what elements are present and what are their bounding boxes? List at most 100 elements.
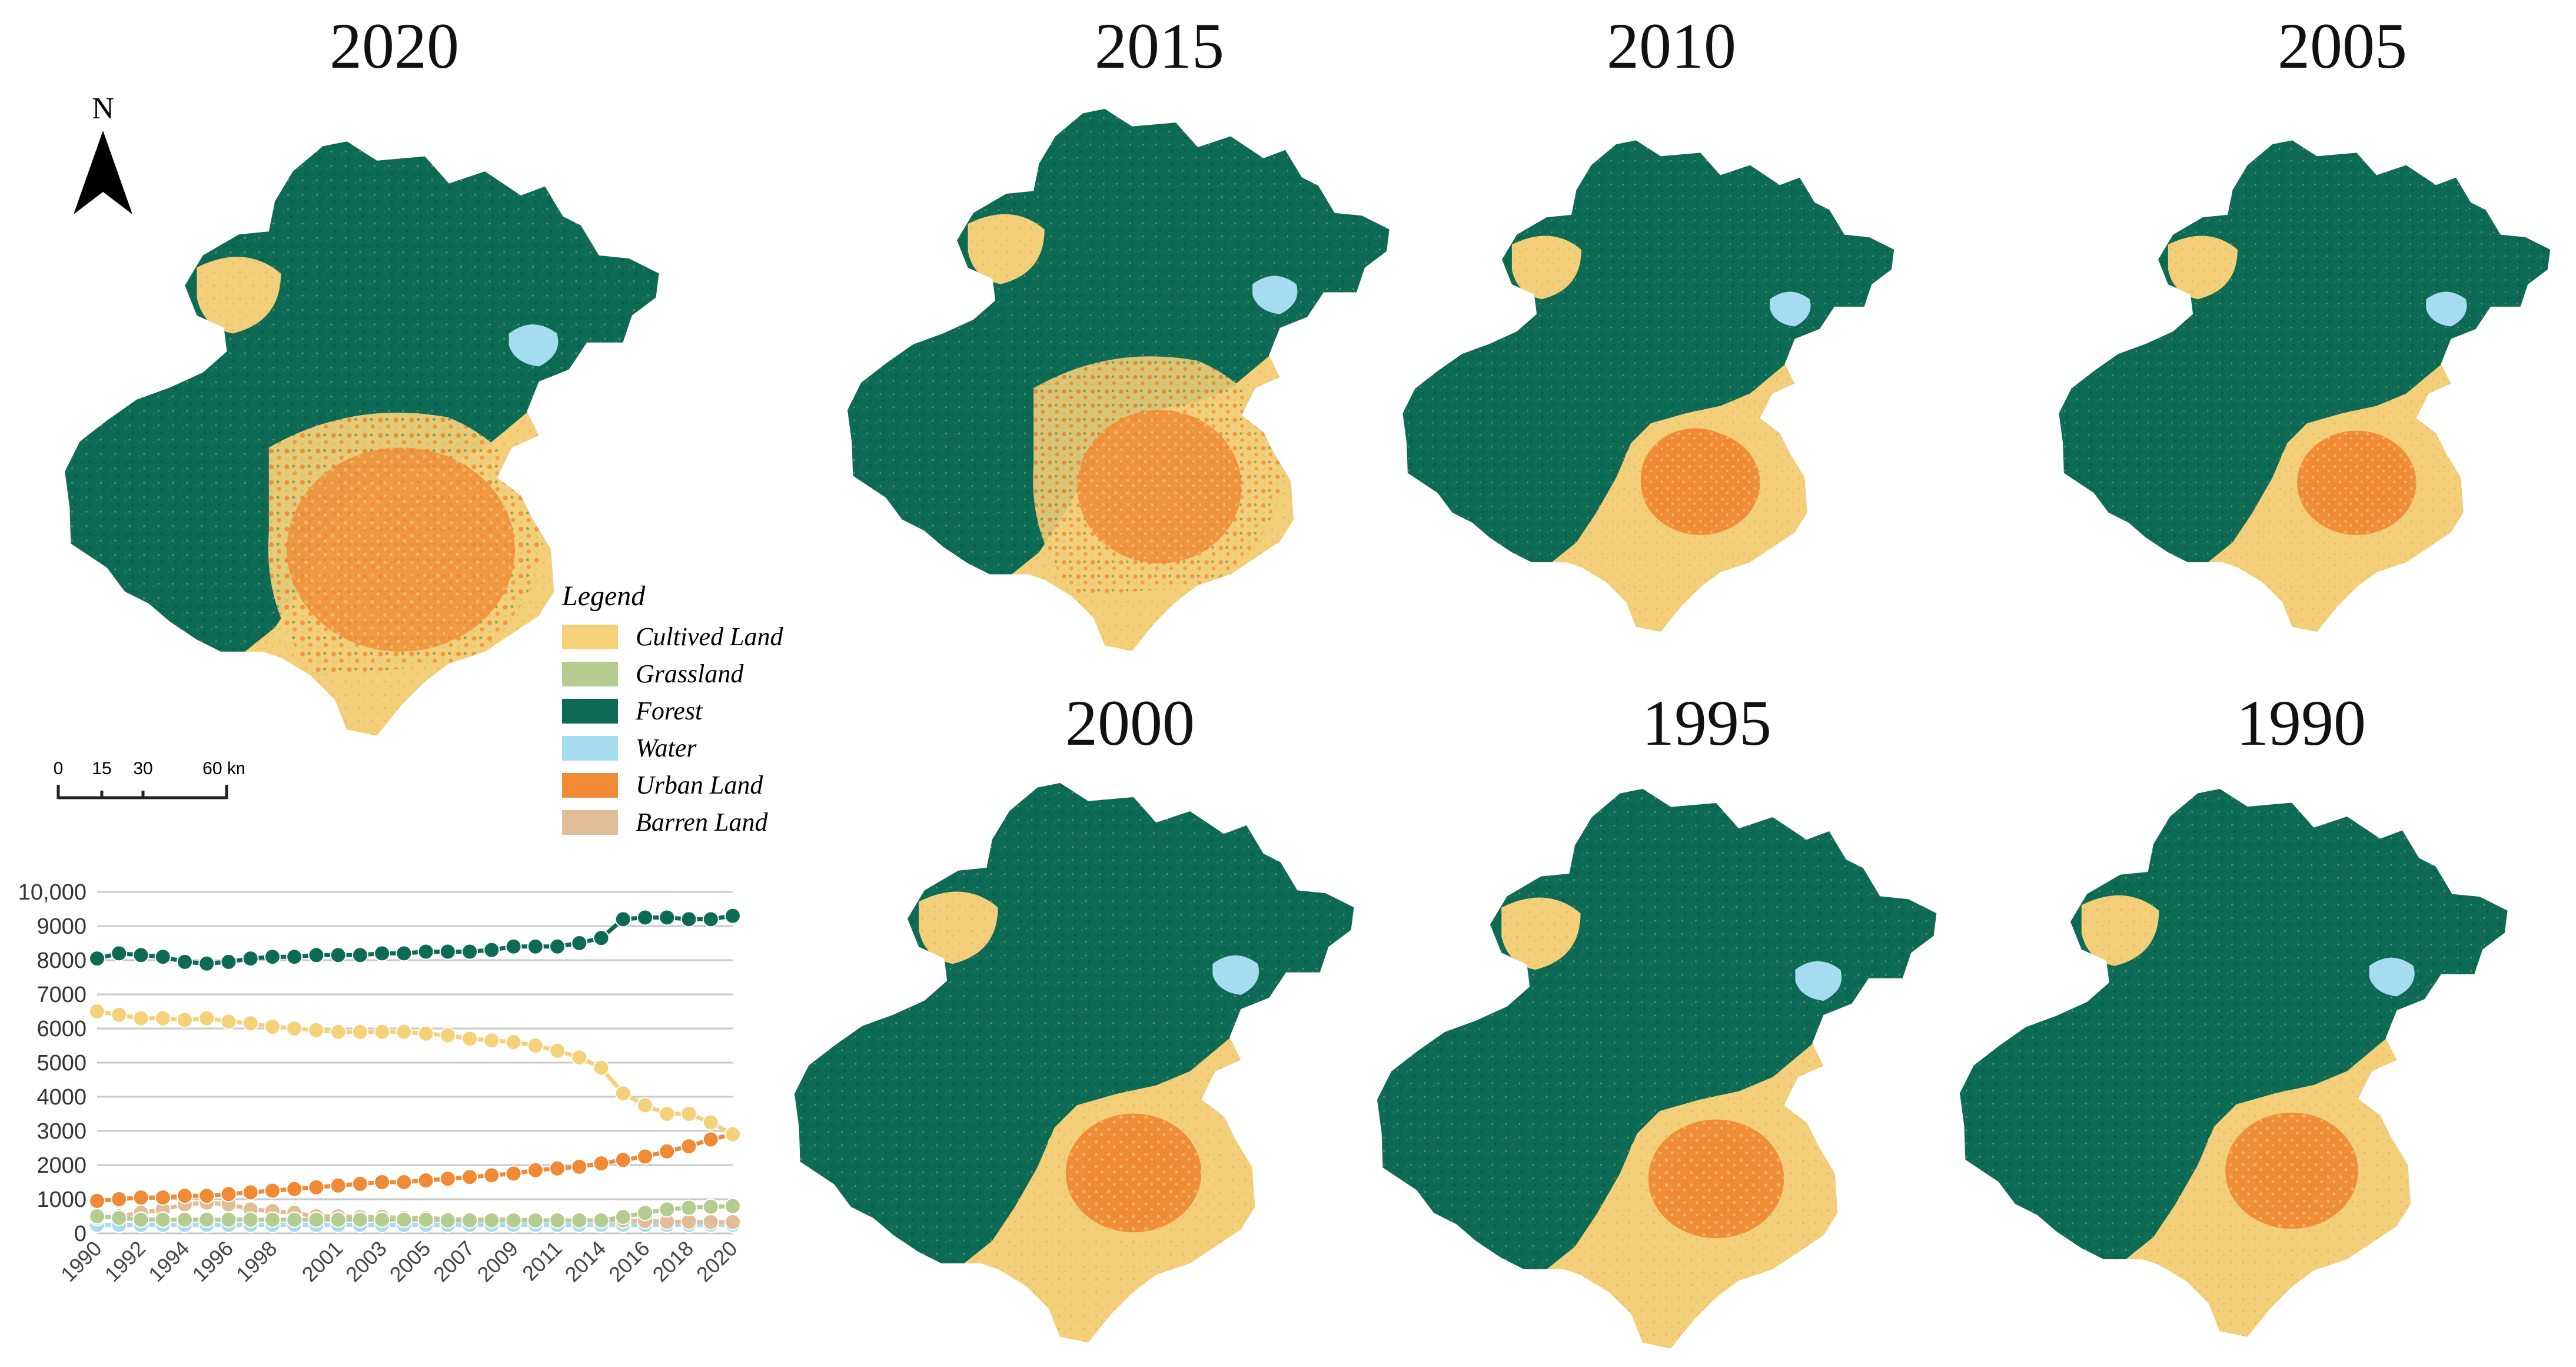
data-point bbox=[220, 1211, 237, 1228]
data-point bbox=[176, 1011, 193, 1028]
legend-swatch bbox=[562, 735, 618, 761]
data-point bbox=[593, 1212, 610, 1229]
data-point bbox=[308, 947, 325, 964]
x-tick-label: 1998 bbox=[231, 1236, 282, 1287]
data-point bbox=[527, 1162, 544, 1179]
data-point bbox=[264, 1211, 281, 1228]
data-point bbox=[439, 1170, 456, 1187]
map-title-2010: 2010 bbox=[1607, 10, 1736, 82]
land-use-map-2005 bbox=[2036, 135, 2576, 642]
data-point bbox=[680, 1199, 697, 1216]
data-point bbox=[286, 948, 303, 965]
scale-bar-line bbox=[56, 785, 228, 799]
chart-y-ticks: 0 1000 2000 3000 4000 5000 6000 7000 8000 9000 10,… bbox=[18, 880, 87, 1246]
series-line bbox=[97, 914, 733, 966]
data-point bbox=[571, 1212, 588, 1229]
data-point bbox=[461, 1030, 478, 1047]
y-tick-label: 3000 bbox=[36, 1119, 87, 1144]
data-point bbox=[702, 911, 719, 928]
data-point bbox=[461, 1212, 478, 1229]
data-point bbox=[176, 1187, 193, 1205]
map-2020-fill bbox=[65, 135, 665, 736]
land-use-map-2000 bbox=[795, 771, 1360, 1360]
y-tick-label: 9000 bbox=[36, 914, 87, 939]
data-point bbox=[89, 1208, 105, 1225]
data-point bbox=[220, 1013, 237, 1030]
data-point bbox=[549, 1212, 566, 1229]
data-point bbox=[659, 1106, 676, 1122]
x-tick-label: 2007 bbox=[428, 1236, 479, 1287]
data-point bbox=[461, 943, 478, 960]
legend-label: Grassland bbox=[636, 659, 744, 688]
data-point bbox=[659, 1201, 676, 1218]
legend-item-barren-land: Barren Land bbox=[562, 804, 809, 841]
legend-label: Water bbox=[636, 734, 697, 762]
legend: Legend Cultived Land Grassland Forest Water… bbox=[562, 580, 809, 841]
data-point bbox=[351, 1211, 368, 1228]
legend-swatch bbox=[562, 772, 618, 798]
data-point bbox=[505, 1212, 522, 1229]
series-urban-land bbox=[89, 1126, 741, 1209]
map-title-1995: 1995 bbox=[1642, 687, 1771, 759]
data-point bbox=[374, 1023, 391, 1040]
data-point bbox=[702, 1131, 719, 1148]
chart-series bbox=[89, 907, 741, 1233]
y-tick-label: 7000 bbox=[36, 983, 87, 1007]
data-point bbox=[593, 1059, 610, 1076]
data-point bbox=[374, 1211, 391, 1228]
y-tick-label: 0 bbox=[74, 1222, 87, 1246]
scale-tick-0: 0 bbox=[54, 759, 64, 778]
north-arrow-icon bbox=[74, 131, 132, 214]
data-point bbox=[351, 1023, 368, 1040]
land-use-map-2010 bbox=[1377, 135, 1924, 642]
data-point bbox=[659, 909, 676, 926]
data-point bbox=[308, 1179, 325, 1196]
series-grassland bbox=[89, 1197, 741, 1229]
data-point bbox=[439, 1027, 456, 1044]
data-point bbox=[614, 1152, 631, 1169]
data-point bbox=[330, 1023, 347, 1040]
map-title-2000: 2000 bbox=[1065, 687, 1195, 759]
scale-tick-60: 60 km bbox=[202, 759, 244, 778]
data-point bbox=[483, 1032, 500, 1049]
land-use-area-chart: 0 1000 2000 3000 4000 5000 6000 7000 8000 9000 10,… bbox=[18, 880, 742, 1287]
land-use-map-2020 bbox=[65, 135, 665, 748]
data-point bbox=[505, 938, 522, 955]
y-tick-label: 4000 bbox=[36, 1085, 87, 1110]
data-point bbox=[549, 938, 566, 955]
x-tick-label: 2018 bbox=[648, 1236, 699, 1287]
data-point bbox=[89, 1003, 105, 1020]
series-cultived-land bbox=[89, 1003, 741, 1143]
y-tick-label: 2000 bbox=[36, 1153, 87, 1178]
data-point bbox=[637, 909, 654, 926]
data-point bbox=[505, 1034, 522, 1051]
data-point bbox=[417, 1211, 434, 1228]
data-point bbox=[286, 1211, 303, 1228]
data-point bbox=[527, 1212, 544, 1229]
series-line bbox=[97, 1009, 734, 1136]
map-title-1990: 1990 bbox=[2236, 687, 2366, 759]
series-forest bbox=[89, 907, 741, 972]
data-point bbox=[286, 1180, 303, 1197]
x-tick-label: 2020 bbox=[692, 1236, 742, 1287]
map-title-2020: 2020 bbox=[330, 10, 459, 82]
land-use-map-1990 bbox=[1960, 783, 2513, 1348]
data-point bbox=[111, 1209, 128, 1226]
x-tick-label: 2005 bbox=[385, 1236, 436, 1287]
data-point bbox=[111, 945, 128, 962]
x-tick-label: 2014 bbox=[560, 1236, 611, 1287]
data-point bbox=[132, 1211, 149, 1228]
data-point bbox=[242, 1184, 259, 1201]
data-point bbox=[351, 1175, 368, 1192]
data-point bbox=[154, 1189, 171, 1206]
data-point bbox=[417, 943, 434, 960]
data-point bbox=[111, 1191, 128, 1207]
data-point bbox=[89, 950, 105, 967]
data-point bbox=[374, 945, 391, 962]
legend-item-grassland: Grassland bbox=[562, 655, 809, 692]
legend-label: Barren Land bbox=[636, 808, 768, 837]
data-point bbox=[242, 1211, 259, 1228]
scale-tick-30: 30 bbox=[133, 759, 152, 778]
data-point bbox=[439, 943, 456, 960]
